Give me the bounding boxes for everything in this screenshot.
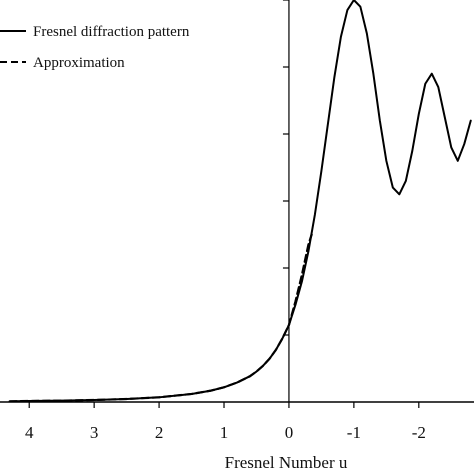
series-line-fresnel (8, 0, 472, 403)
x-tick-label: -2 (412, 423, 426, 442)
x-tick-label: -1 (347, 423, 361, 442)
x-axis-title: Fresnel Number u (225, 453, 348, 472)
x-tick-label: 2 (155, 423, 164, 442)
legend-label-fresnel: Fresnel diffraction pattern (33, 24, 190, 40)
legend: Fresnel diffraction pattern Approximatio… (0, 24, 190, 71)
x-tick-label: 1 (220, 423, 229, 442)
x-tick-label: 0 (285, 423, 294, 442)
series-line-approximation (8, 233, 313, 403)
series-lines (8, 0, 472, 403)
x-tick-label: 4 (25, 423, 34, 442)
legend-label-approximation: Approximation (33, 55, 125, 71)
x-tick-label: 3 (90, 423, 99, 442)
axis-ticks (28, 0, 420, 408)
